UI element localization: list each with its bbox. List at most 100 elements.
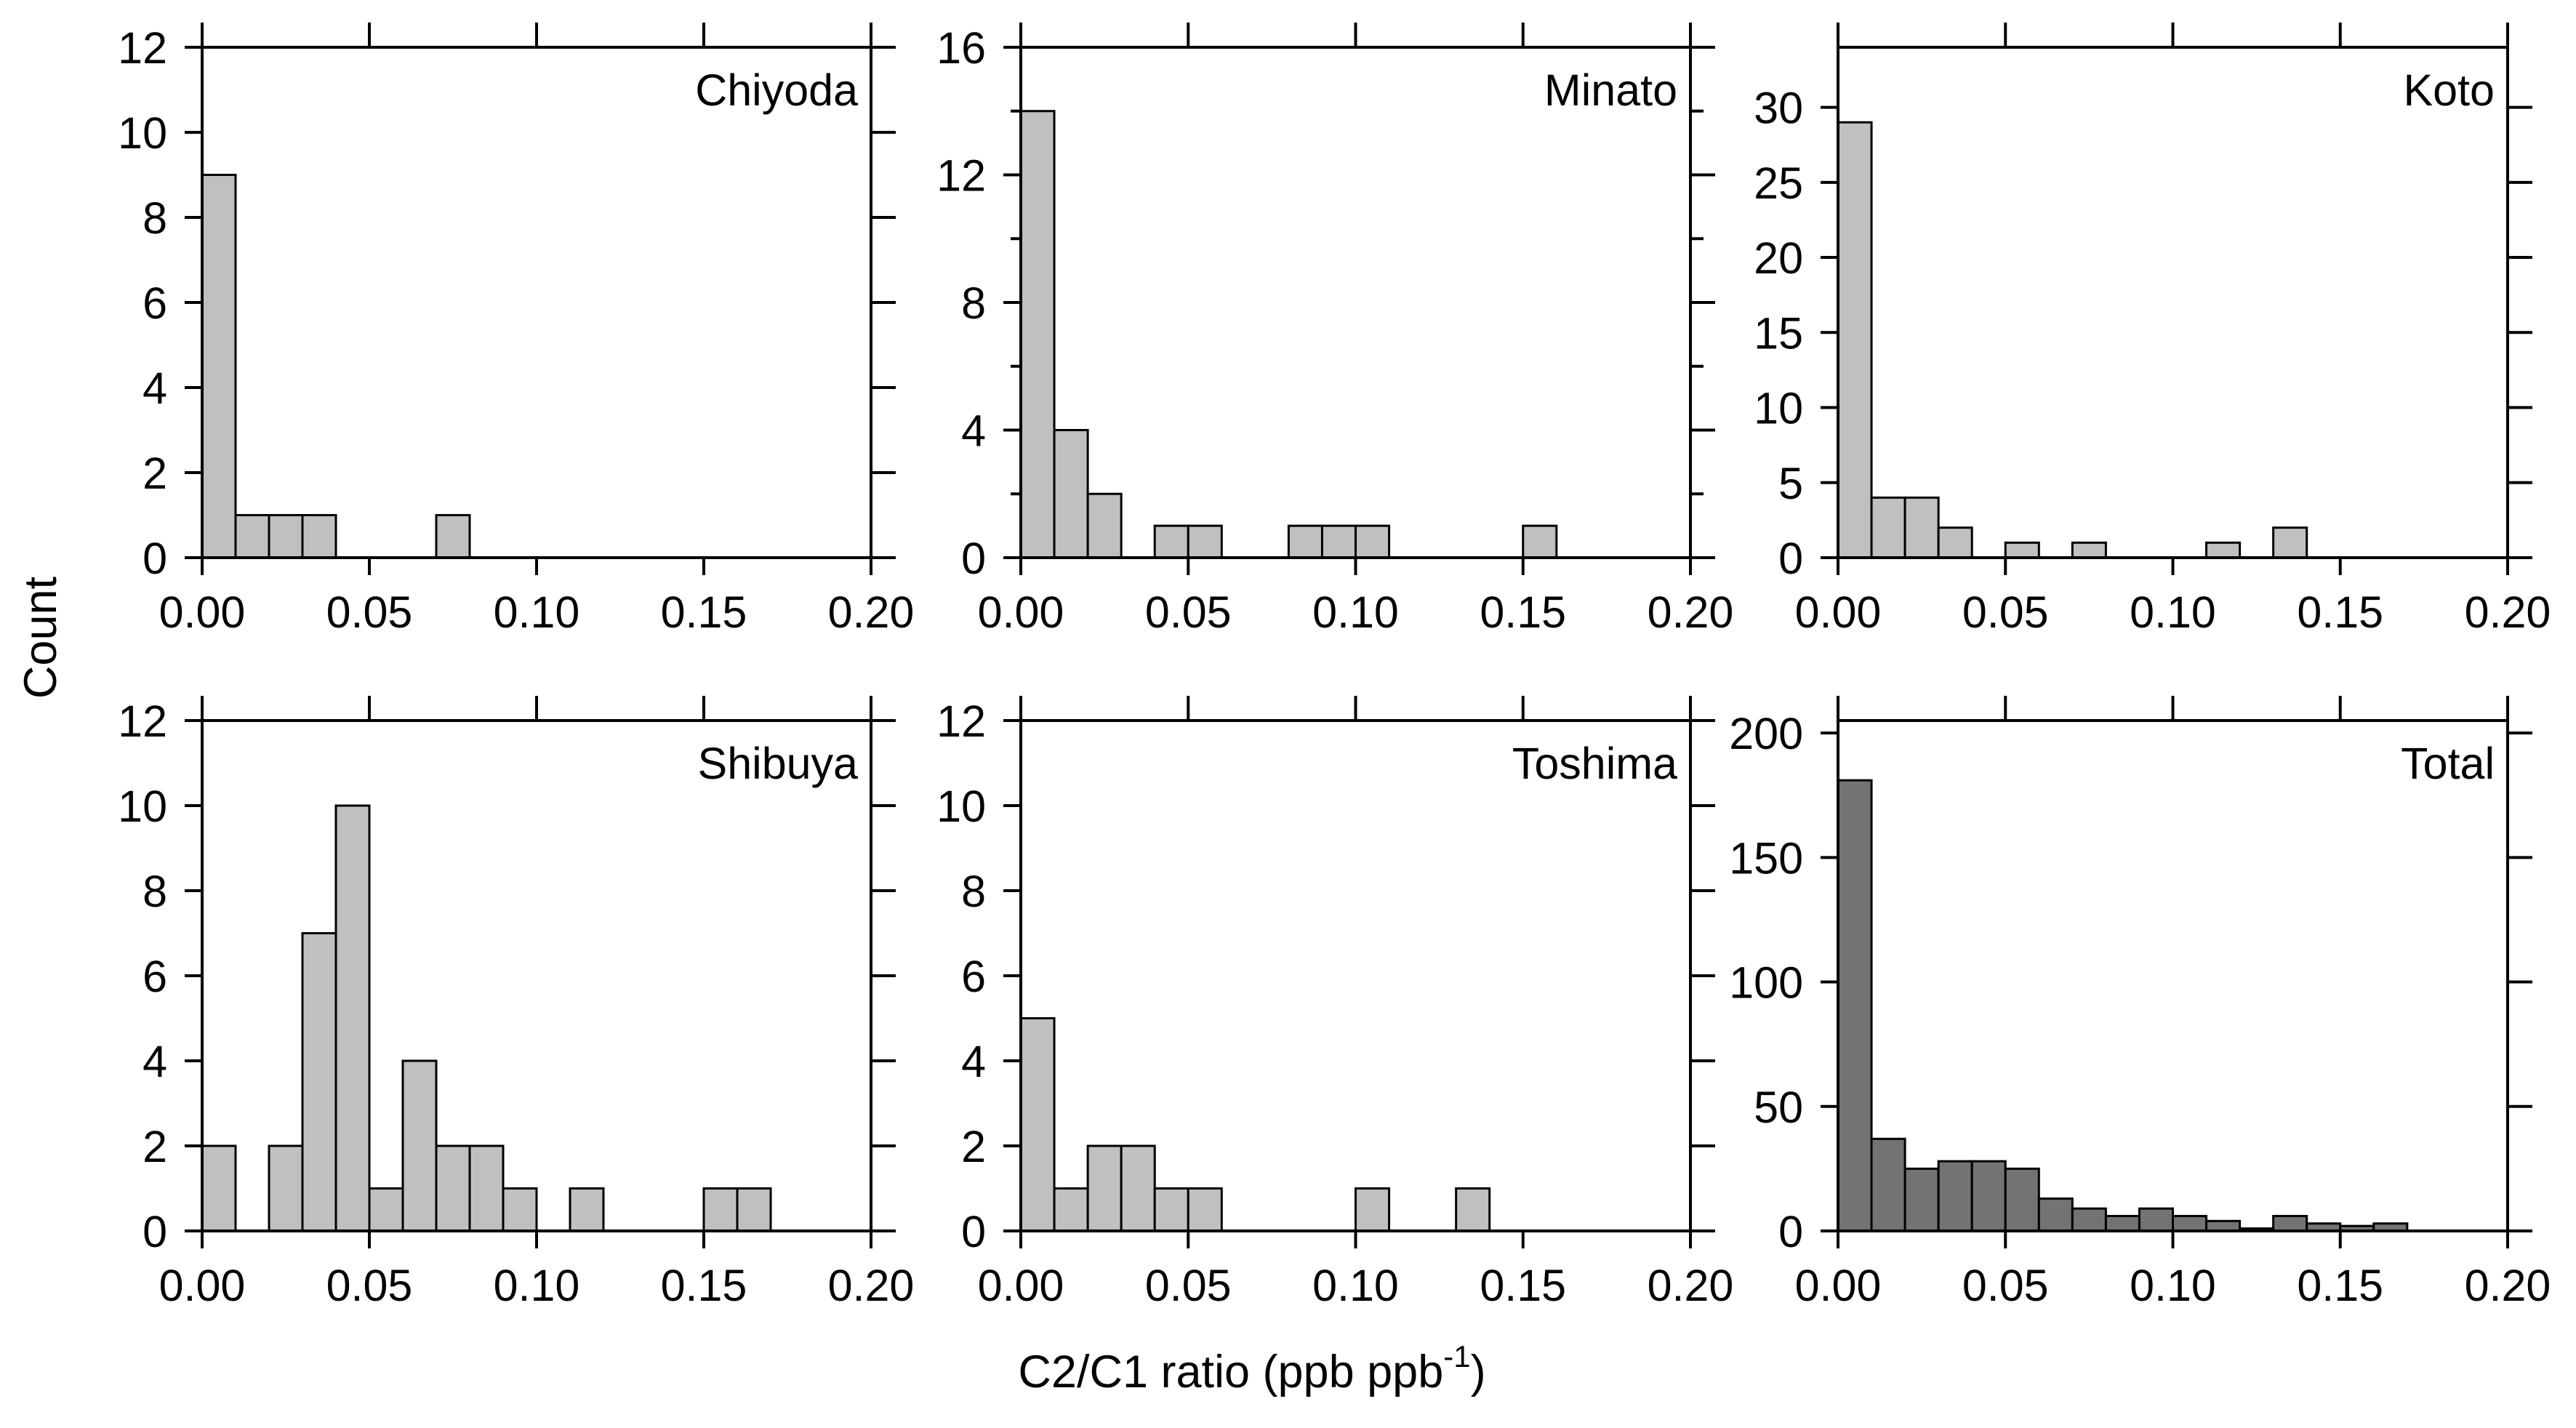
y-tick-label: 10: [936, 782, 986, 831]
y-tick-label: 4: [143, 364, 167, 413]
x-tick-label: 0.20: [1648, 1261, 1734, 1310]
y-tick-label: 12: [118, 697, 167, 746]
bar: [435, 514, 471, 559]
x-tick-label: 0.05: [1962, 587, 2049, 637]
y-tick-label: 16: [936, 23, 986, 73]
bar: [435, 1144, 471, 1232]
bar: [1837, 121, 1873, 559]
bar: [1187, 524, 1223, 559]
bar: [301, 514, 337, 559]
y-tick-label: 5: [1778, 459, 1803, 508]
y-tick-label: 2: [143, 1122, 167, 1171]
x-tick-label: 0.00: [159, 1261, 246, 1310]
y-tick-label: 0: [1778, 1207, 1803, 1256]
y-tick-label: 4: [143, 1037, 167, 1086]
panel-title: Shibuya: [698, 739, 859, 788]
bar: [2272, 526, 2308, 559]
y-tick-label: 150: [1729, 833, 1803, 883]
bar: [1937, 1160, 1973, 1232]
bar: [1019, 110, 1056, 559]
y-tick-label: 10: [1754, 384, 1803, 433]
bar: [1153, 1187, 1189, 1232]
x-axis-title-sup: -1: [1443, 1339, 1470, 1373]
y-tick-label: 10: [118, 782, 167, 831]
panel-koto: 0.00 0.05 0.10 0.15 0.20 0 5 10 15 20 25 30 Koto: [1754, 23, 2551, 637]
bar: [2172, 1214, 2208, 1232]
x-tick-label: 0.10: [494, 1261, 580, 1310]
y-tick-label: 8: [143, 193, 167, 243]
bar: [1903, 1167, 1940, 1232]
bar: [1187, 1187, 1223, 1232]
bar: [702, 1187, 739, 1232]
x-tick-label: 0.15: [661, 587, 747, 637]
bar: [736, 1187, 772, 1232]
y-tick-label: 0: [1778, 534, 1803, 583]
bar: [1870, 1137, 1906, 1232]
x-tick-label: 0.20: [1648, 587, 1734, 637]
bar: [1455, 1187, 1491, 1232]
bar: [1153, 524, 1189, 559]
x-tick-label: 0.15: [1480, 587, 1566, 637]
y-tick-label: 4: [961, 1037, 986, 1086]
y-tick-label: 2: [961, 1122, 986, 1171]
x-tick-label: 0.20: [2465, 1261, 2551, 1310]
bar: [1355, 1187, 1391, 1232]
y-tick-label: 25: [1754, 159, 1803, 208]
bar: [2071, 1207, 2107, 1232]
x-axis-title-close: ): [1471, 1347, 1486, 1397]
y-tick-label: 100: [1729, 958, 1803, 1008]
x-tick-label: 0.00: [1795, 587, 1882, 637]
bar: [2205, 1219, 2242, 1232]
bar: [2037, 1197, 2074, 1232]
y-tick-label: 8: [143, 867, 167, 916]
x-tick-label: 0.10: [1312, 1261, 1399, 1310]
bar: [1970, 1160, 2007, 1232]
x-tick-label: 0.05: [1145, 587, 1232, 637]
bar: [1053, 429, 1089, 559]
bar: [2104, 1214, 2140, 1232]
panel-toshima: 0.00 0.05 0.10 0.15 0.20 0 2 4 6 8 10 12 Toshima: [936, 696, 1734, 1310]
panel-title: Koto: [2404, 65, 2495, 115]
bar: [2138, 1207, 2174, 1232]
y-tick-label: 0: [961, 1207, 986, 1256]
y-tick-label: 6: [143, 278, 167, 328]
x-tick-label: 0.10: [1312, 587, 1399, 637]
y-tick-label: 12: [118, 23, 167, 73]
y-tick-label: 6: [961, 952, 986, 1001]
bar: [1837, 779, 1873, 1232]
x-tick-label: 0.05: [326, 587, 413, 637]
x-tick-label: 0.00: [1795, 1261, 1882, 1310]
bar: [368, 1187, 404, 1232]
x-tick-label: 0.10: [2130, 1261, 2216, 1310]
x-axis-title-main: C2/C1 ratio (ppb ppb: [1018, 1347, 1443, 1397]
x-tick-label: 0.05: [1145, 1261, 1232, 1310]
x-tick-label: 0.00: [978, 587, 1064, 637]
x-tick-label: 0.05: [1962, 1261, 2049, 1310]
bar: [1086, 1144, 1123, 1232]
y-tick-label: 15: [1754, 308, 1803, 358]
panel-title: Minato: [1544, 65, 1677, 115]
y-tick-label: 0: [961, 534, 986, 583]
y-tick-label: 30: [1754, 84, 1803, 133]
bar: [468, 1144, 505, 1232]
y-tick-label: 0: [143, 1207, 167, 1256]
bar: [1320, 524, 1357, 559]
y-tick-label: 200: [1729, 709, 1803, 758]
panel-title: Toshima: [1512, 739, 1677, 788]
x-tick-label: 0.10: [2130, 587, 2216, 637]
y-tick-label: 12: [936, 697, 986, 746]
bar: [401, 1059, 438, 1232]
y-tick-label: 0: [143, 534, 167, 583]
x-tick-label: 0.00: [159, 587, 246, 637]
y-tick-label: 12: [936, 151, 986, 201]
bar: [1053, 1187, 1089, 1232]
x-tick-label: 0.20: [2465, 587, 2551, 637]
bar: [1522, 524, 1558, 559]
panel-title: Total: [2401, 739, 2495, 788]
x-tick-label: 0.15: [2297, 1261, 2383, 1310]
x-tick-label: 0.15: [2297, 587, 2383, 637]
bar: [2272, 1214, 2308, 1232]
bar: [2071, 541, 2107, 559]
y-tick-label: 10: [118, 108, 167, 158]
